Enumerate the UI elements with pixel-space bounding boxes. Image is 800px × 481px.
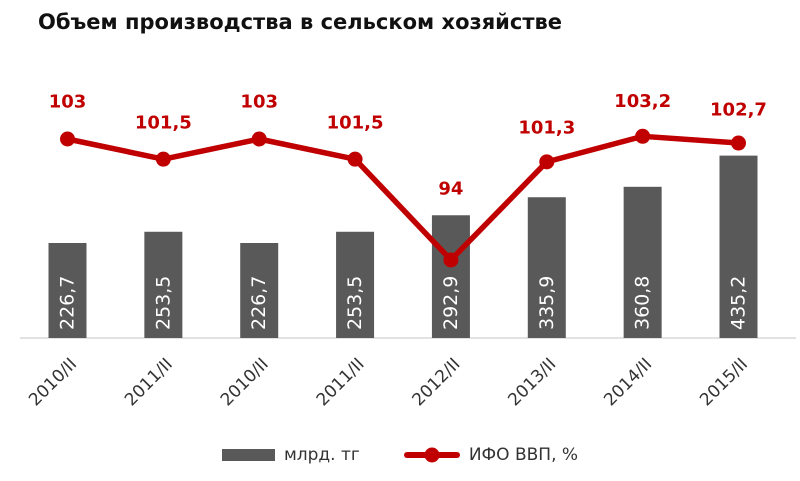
bar — [431, 215, 470, 338]
line-marker-dot-icon — [424, 447, 440, 463]
legend-item-bars: млрд. тг — [221, 445, 360, 465]
bar-value-label: 226,7 — [248, 276, 270, 330]
line-point-marker — [443, 252, 459, 268]
bar — [240, 242, 279, 338]
line-series-swatch — [403, 447, 460, 463]
bar-value-label: 292,9 — [440, 276, 462, 330]
bar-value-label: 253,5 — [344, 276, 366, 330]
trend-line — [66, 133, 739, 263]
line-point-marker — [635, 128, 651, 144]
legend-item-line: ИФО ВВП, % — [403, 445, 579, 465]
line-point-marker — [155, 151, 171, 167]
x-axis-label: 2011/II — [313, 354, 369, 410]
line-point-marker — [347, 151, 363, 167]
line-value-label: 101,5 — [327, 113, 384, 134]
x-axis-label: 2012/II — [409, 354, 465, 410]
line-point-marker — [730, 135, 746, 151]
bar — [336, 231, 375, 338]
line-point-marker — [60, 131, 75, 147]
bar — [48, 242, 87, 338]
legend-label-line: ИФО ВВП, % — [468, 445, 579, 465]
bar-value-label: 435,2 — [727, 276, 749, 330]
line-value-label: 102,7 — [710, 100, 767, 121]
legend-label-bars: млрд. тг — [283, 445, 360, 465]
x-axis-label: 2011/II — [121, 354, 177, 410]
x-axis-label: 2014/II — [600, 354, 656, 410]
bar-series-swatch — [221, 449, 275, 461]
line-value-label: 94 — [438, 178, 463, 199]
line-value-label: 103 — [240, 92, 278, 113]
x-axis-label: 2010/II — [25, 354, 81, 410]
bar — [144, 231, 183, 338]
line-point-marker — [539, 154, 555, 170]
bar-value-label: 226,7 — [57, 276, 79, 330]
line-point-marker — [251, 131, 267, 147]
bar-value-label: 253,5 — [152, 276, 174, 330]
bar-value-label: 360,8 — [632, 276, 654, 330]
line-value-label: 103,2 — [614, 91, 671, 112]
bar-value-label: 335,9 — [536, 276, 558, 330]
x-axis-label: 2010/II — [217, 354, 273, 410]
bar — [527, 197, 566, 338]
x-axis-label: 2015/II — [696, 354, 752, 410]
line-value-label: 103 — [49, 92, 87, 113]
chart-title: Объем производства в сельском хозяйстве — [38, 10, 563, 34]
legend: млрд. тг ИФО ВВП, % — [0, 441, 800, 469]
line-value-label: 101,5 — [135, 113, 192, 134]
bar — [719, 155, 758, 338]
line-value-label: 101,3 — [518, 117, 575, 138]
bar — [623, 186, 662, 338]
x-axis-label: 2013/II — [504, 354, 560, 410]
